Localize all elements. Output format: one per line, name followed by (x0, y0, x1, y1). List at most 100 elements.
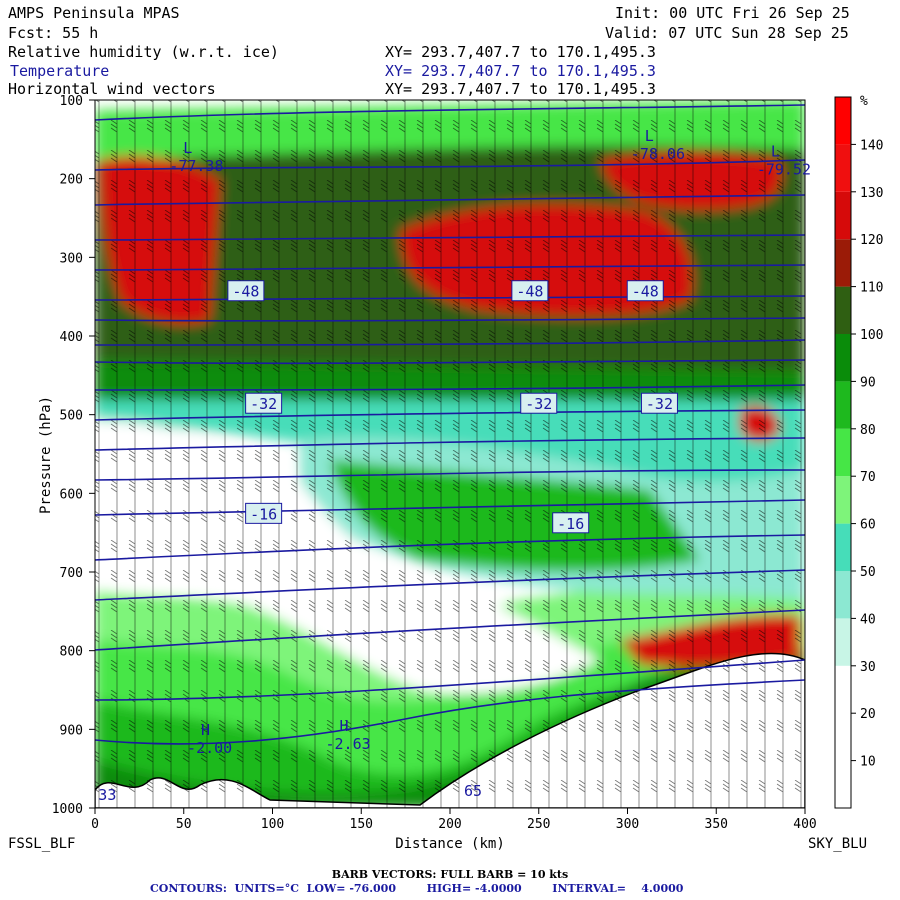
extremum-value: -2.63 (326, 735, 371, 753)
extremum-value: -77.38 (169, 157, 223, 175)
left-endpoint: FSSL_BLF (8, 836, 75, 852)
forecast-hour: Fcst: 55 h (8, 24, 98, 42)
extremum-value: -2.00 (187, 739, 232, 757)
contour-label-box (640, 392, 678, 414)
x-tick-label: 300 (616, 817, 639, 832)
extremum-value: 65 (464, 782, 482, 800)
contour-label: -32 (525, 395, 552, 413)
colorbar-segment (835, 381, 851, 429)
contour-label: -32 (250, 395, 277, 413)
contour-label: -16 (250, 505, 277, 523)
contour-label: -48 (632, 283, 659, 301)
colorbar-segment (835, 713, 851, 761)
colorbar-label: 110 (860, 281, 883, 296)
colorbar: 10 20 30 40 50 60 70 80 90 100 110 120 130 140% (834, 94, 883, 809)
field-temp-xy: XY= 293.7,407.7 to 170.1,495.3 (385, 62, 656, 80)
colorbar-label: 60 (860, 518, 876, 533)
colorbar-label: 50 (860, 565, 876, 580)
barb-legend: BARB VECTORS: FULL BARB = 10 kts (332, 868, 568, 881)
colorbar-label: 130 (860, 186, 883, 201)
extremum-value: 33 (98, 786, 116, 804)
colorbar-frame (834, 96, 852, 809)
colorbar-segment (835, 571, 851, 619)
contour-label-box (626, 280, 664, 302)
extremum-value: -79.52 (757, 161, 811, 179)
field-temp-name: Temperature (10, 62, 109, 80)
y-axis-label: Pressure (hPa) (38, 396, 54, 514)
field-rh-name: Relative humidity (w.r.t. ice) (8, 43, 279, 61)
x-tick-label: 200 (438, 817, 461, 832)
colorbar-label: 140 (860, 138, 883, 153)
colorbar-segment (835, 428, 851, 477)
extremum-marker: H (201, 721, 210, 739)
y-tick-label: 1000 (52, 802, 83, 817)
extremum-marker: L (771, 143, 780, 161)
contour-label-box (245, 502, 283, 524)
y-tick-label: 300 (60, 251, 83, 266)
model-title: AMPS Peninsula MPAS (8, 4, 180, 22)
colorbar-segment (835, 239, 851, 287)
y-tick-label: 700 (60, 566, 83, 581)
colorbar-unit: % (860, 94, 868, 109)
contour-label-box (227, 280, 265, 302)
y-tick-label: 800 (60, 645, 83, 660)
colorbar-segment (835, 144, 851, 192)
contour-label-box (511, 280, 549, 302)
colorbar-label: 40 (860, 612, 876, 627)
colorbar-label: 100 (860, 328, 883, 343)
y-axis: 100 200 300 400 500 600 700 800 900 1000 (52, 94, 95, 817)
field-rh-xy: XY= 293.7,407.7 to 170.1,495.3 (385, 43, 656, 61)
contour-label-box (552, 512, 590, 534)
contour-label-box (245, 392, 283, 414)
x-tick-label: 100 (261, 817, 284, 832)
x-tick-label: 350 (705, 817, 728, 832)
x-tick-label: 150 (350, 817, 373, 832)
colorbar-label: 80 (860, 423, 876, 438)
x-tick-label: 250 (527, 817, 550, 832)
valid-time: Valid: 07 UTC Sun 28 Sep 25 (605, 24, 849, 42)
init-time: Init: 00 UTC Fri 26 Sep 25 (615, 4, 850, 22)
extremum-value: -78.06 (631, 145, 685, 163)
contour-label: -16 (557, 515, 584, 533)
colorbar-segment (835, 286, 851, 334)
extremum-marker: H (340, 717, 349, 735)
contour-labels: -48 -48 -48-32 -32 -32-16-16L-77.38L-78.06 L-… (98, 127, 811, 804)
field-wind-xy: XY= 293.7,407.7 to 170.1,495.3 (385, 80, 656, 98)
x-axis-label: Distance (km) (395, 836, 505, 852)
x-tick-label: 50 (176, 817, 192, 832)
y-tick-label: 100 (60, 94, 83, 109)
contour-label: -48 (516, 283, 543, 301)
x-tick-label: 400 (793, 817, 816, 832)
colorbar-label: 90 (860, 375, 876, 390)
colorbar-segment (835, 760, 851, 808)
y-tick-label: 200 (60, 173, 83, 188)
contour-label-box (520, 392, 558, 414)
field-wind-name: Horizontal wind vectors (8, 80, 216, 98)
extremum-marker: L (645, 127, 654, 145)
colorbar-label: 20 (860, 707, 876, 722)
colorbar-segment (835, 97, 851, 145)
colorbar-segment (835, 618, 851, 666)
contour-legend: CONTOURS: UNITS=°C LOW= -76.000 HIGH= -4… (150, 882, 684, 895)
colorbar-label: 120 (860, 233, 883, 248)
extremum-marker: L (183, 139, 192, 157)
y-tick-label: 400 (60, 330, 83, 345)
x-axis: 0 50 100 150 200 250 300 350 400 (91, 808, 817, 832)
y-tick-label: 600 (60, 487, 83, 502)
colorbar-label: 70 (860, 470, 876, 485)
y-tick-label: 500 (60, 409, 83, 424)
colorbar-label: 30 (860, 660, 876, 675)
colorbar-label: 10 (860, 755, 876, 770)
y-tick-label: 900 (60, 723, 83, 738)
x-tick-label: 0 (91, 817, 99, 832)
temperature-contours (95, 104, 805, 745)
colorbar-segment (835, 523, 851, 571)
right-endpoint: SKY_BLU (808, 836, 867, 852)
contour-label: -48 (232, 283, 259, 301)
colorbar-segment (835, 476, 851, 524)
rh-field (95, 100, 805, 808)
colorbar-segment (835, 191, 851, 240)
contour-label: -32 (646, 395, 673, 413)
colorbar-segment (835, 334, 851, 382)
